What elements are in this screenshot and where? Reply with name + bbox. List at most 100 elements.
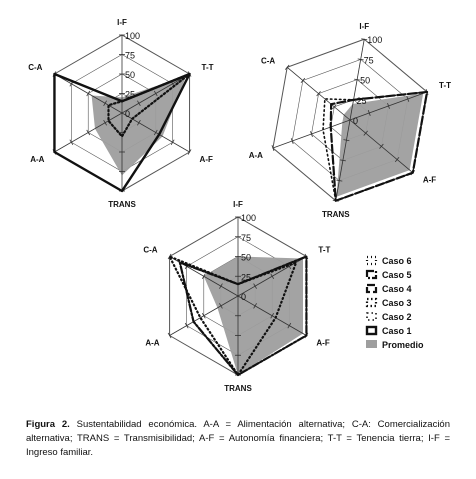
tick-label: 0 [353, 116, 358, 126]
legend-swatch [365, 283, 378, 294]
axis-tick [316, 91, 321, 97]
axis-tick [253, 283, 257, 289]
axis-label: A-A [30, 155, 44, 164]
tick-label: 100 [241, 213, 256, 223]
axis-label: T-T [318, 246, 330, 255]
axis-tick [270, 273, 275, 280]
axis-tick [300, 77, 306, 84]
axis-tick [379, 143, 384, 149]
legend-label: Caso 2 [382, 312, 412, 322]
tick-label: 100 [367, 35, 382, 45]
axis-label: C-A [143, 246, 157, 255]
tick-label: 75 [125, 51, 135, 61]
axis-label: TRANS [322, 210, 350, 219]
figure-caption: Figura 2. Sustentabilidad económica. A-A… [26, 418, 450, 460]
axis-tick [367, 110, 371, 116]
axis-label: A-A [249, 151, 263, 160]
legend-swatch [366, 312, 377, 321]
tick-label: 50 [125, 70, 135, 80]
legend-item: Caso 6 [365, 255, 412, 266]
axis-tick [357, 58, 364, 61]
axis-tick [219, 283, 223, 289]
legend-label: Caso 1 [382, 326, 412, 336]
axis-label: A-F [200, 155, 213, 164]
series-promedio [91, 75, 187, 176]
axis-tick [284, 64, 290, 70]
axis-tick [271, 145, 275, 152]
axis-tick [86, 129, 91, 136]
axis-tick [253, 303, 257, 309]
axis-tick [270, 312, 275, 319]
axis-tick [86, 90, 91, 97]
axis-tick [339, 159, 346, 162]
axis-tick [153, 90, 158, 97]
legend-label: Caso 4 [382, 284, 412, 294]
axis-label: TRANS [108, 200, 136, 209]
axis-tick [354, 78, 361, 81]
legend-label: Caso 3 [382, 298, 412, 308]
axis-tick [153, 129, 158, 136]
legend-label: Caso 6 [382, 256, 412, 266]
legend-item: Caso 5 [365, 269, 412, 280]
axis-tick [287, 322, 292, 329]
legend-swatch [365, 255, 378, 266]
series-caso-3 [107, 72, 191, 138]
tick-label: 25 [357, 96, 367, 106]
axis-tick [201, 273, 206, 280]
legend-swatch [365, 325, 378, 336]
tick-label: 75 [241, 233, 251, 243]
tick-label: 50 [241, 253, 251, 263]
axis-tick [290, 138, 294, 144]
axis-label: I-F [233, 200, 243, 209]
axis-tick [137, 100, 141, 107]
axis-label: I-F [359, 22, 369, 31]
axis-label: A-F [423, 176, 436, 185]
axis-label: T-T [439, 81, 451, 90]
axis-tick [137, 119, 141, 126]
axis-tick [170, 139, 175, 146]
axis-label: C-A [28, 63, 42, 72]
legend-item: Caso 2 [366, 312, 412, 322]
axis-tick [343, 139, 350, 142]
axis-label: I-F [117, 18, 127, 27]
axis-tick [184, 322, 189, 329]
tick-label: 50 [360, 76, 370, 86]
axis-label: C-A [261, 56, 275, 65]
axis-tick [69, 139, 74, 146]
series-caso-4 [329, 90, 429, 202]
legend-swatch [366, 340, 377, 348]
axis-tick [103, 119, 107, 126]
legend-item: Caso 1 [365, 325, 412, 336]
caption-label: Figura 2. [26, 419, 70, 430]
tick-label: 0 [241, 292, 246, 302]
axis-tick [336, 179, 343, 182]
legend-item: Caso 3 [365, 297, 412, 308]
axis-tick [332, 104, 337, 110]
axis-label: TRANS [224, 384, 252, 393]
axis-tick [361, 38, 368, 41]
axis-label: A-F [316, 339, 329, 348]
legend-swatch [365, 269, 378, 280]
axis-tick [201, 312, 206, 319]
tick-label: 25 [125, 90, 135, 100]
radar-chart-1: 0 25 50 75 100 I-F T-T A-F TRANS A-A C-A [28, 18, 213, 209]
axis-label: T-T [202, 63, 214, 72]
axis-tick [219, 303, 223, 309]
axis-tick [363, 130, 368, 136]
axis-tick [167, 332, 172, 339]
legend: Caso 6 Caso 5 Caso 4 Caso 3 Caso 2 Caso 1 Prom… [365, 255, 424, 350]
series-promedio [203, 256, 303, 375]
legend-item: Caso 4 [365, 283, 412, 294]
tick-label: 0 [125, 109, 130, 119]
legend-label: Caso 5 [382, 270, 412, 280]
axis-tick [310, 131, 313, 137]
series-caso-6 [168, 255, 298, 377]
caption-text: Sustentabilidad económica. A-A = Aliment… [26, 419, 451, 458]
axis-tick [167, 253, 172, 260]
axis-tick [406, 96, 410, 102]
tick-label: 100 [125, 31, 140, 41]
axis-tick [394, 156, 400, 163]
axis-tick [387, 103, 390, 109]
radar-chart-2: 0 25 50 75 100 I-F T-T A-F TRANS A-A C-A [249, 22, 451, 219]
